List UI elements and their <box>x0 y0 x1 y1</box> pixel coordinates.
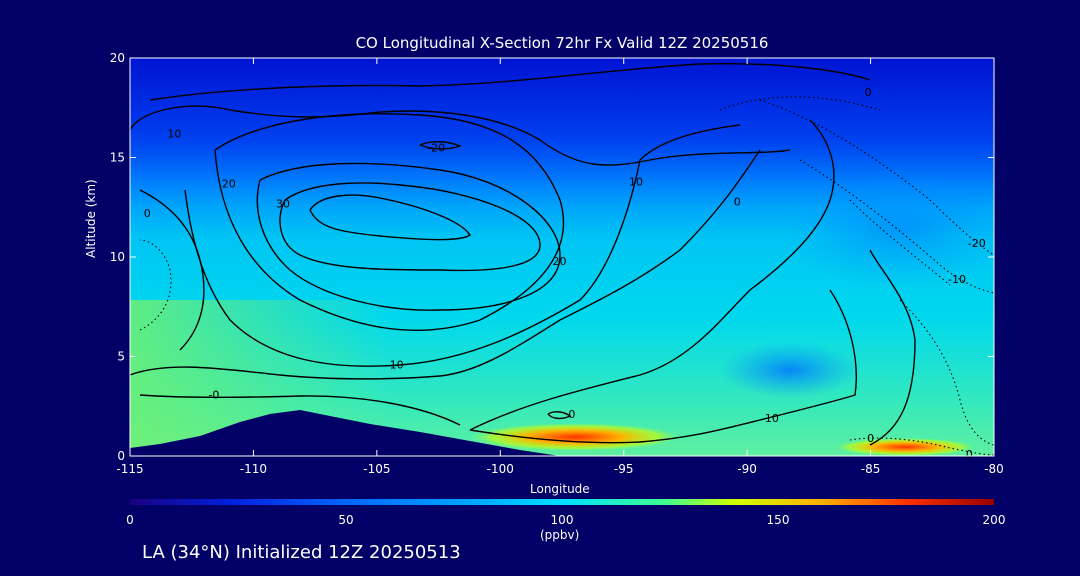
contour-labels: 0 10 -20 20 30 10 0 0 -20 20 -10 10 -0 0 10 0 0 <box>144 86 986 461</box>
x-tick-label: -95 <box>614 462 634 476</box>
contour-label: 20 <box>553 255 567 268</box>
co-concentration-field <box>130 58 994 456</box>
contour-label: 0 <box>734 195 741 208</box>
x-tick-label: -105 <box>363 462 390 476</box>
x-tick-label: -90 <box>737 462 757 476</box>
y-axis: 0 5 10 15 20 <box>110 51 994 463</box>
x-axis: -115 -110 -105 -100 -95 -90 -85 -80 <box>116 58 1004 476</box>
contour-label: 10 <box>390 358 404 371</box>
contour-label: 10 <box>765 412 779 425</box>
contour-label: -20 <box>968 237 986 250</box>
x-tick-label: -100 <box>487 462 514 476</box>
contour-label: -20 <box>427 142 445 155</box>
contour-label: 0 <box>568 408 575 421</box>
colorbar <box>130 499 994 505</box>
terrain-mask <box>130 410 560 456</box>
contour-label: 0 <box>966 448 973 461</box>
contour-lines <box>130 63 916 446</box>
colorbar-tick-label: 100 <box>551 513 574 527</box>
contour-label: 0 <box>144 207 151 220</box>
colorbar-tick-label: 150 <box>767 513 790 527</box>
contour-label: -0 <box>208 388 219 401</box>
footer-caption: LA (34°N) Initialized 12Z 20250513 <box>142 542 461 563</box>
contour-label: 20 <box>222 177 236 190</box>
colorbar-tick-label: 0 <box>126 513 134 527</box>
x-tick-label: -115 <box>116 462 143 476</box>
contour-label: 0 <box>867 432 874 445</box>
colorbar-tick-label: 200 <box>983 513 1006 527</box>
y-tick-label: 5 <box>117 350 125 364</box>
x-tick-label: -80 <box>984 462 1004 476</box>
contour-label: 10 <box>167 128 181 141</box>
y-tick-label: 15 <box>110 151 125 165</box>
negative-contours <box>139 96 994 456</box>
y-tick-label: 20 <box>110 51 125 65</box>
contour-label: 0 <box>865 86 872 99</box>
y-tick-label: 10 <box>110 250 125 264</box>
y-tick-label: 0 <box>117 449 125 463</box>
colorbar-tick-label: 50 <box>338 513 353 527</box>
contour-label: -10 <box>948 273 966 286</box>
x-tick-label: -110 <box>240 462 267 476</box>
colorbar-units: (ppbv) <box>540 528 580 542</box>
colorbar-ticks: 0 50 100 150 200 <box>126 513 1005 527</box>
contour-label: 10 <box>629 175 643 188</box>
x-tick-label: -85 <box>861 462 881 476</box>
contour-label: 30 <box>276 197 290 210</box>
x-axis-label: Longitude <box>530 482 590 496</box>
chart-title: CO Longitudinal X-Section 72hr Fx Valid … <box>355 34 769 52</box>
